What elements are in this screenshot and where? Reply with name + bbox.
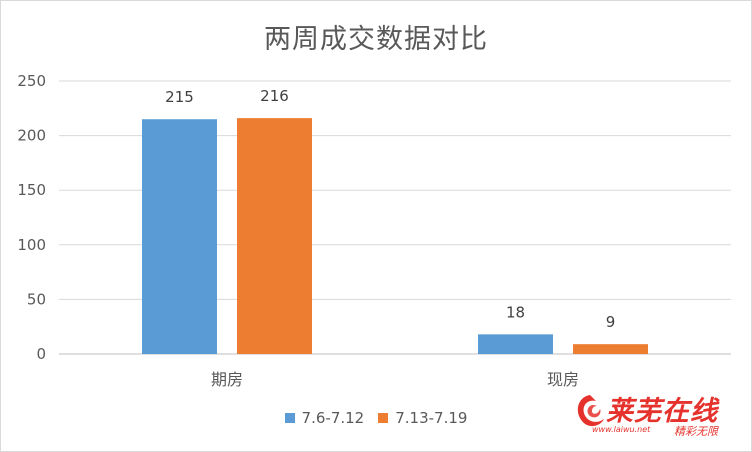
legend-item: 7.6-7.12 [284,409,365,427]
y-tick-label: 50 [27,290,46,308]
bar [142,119,217,354]
y-tick-label: 100 [17,236,46,254]
y-tick-label: 200 [17,127,46,145]
watermark-slogan: 精彩无限 [674,425,718,438]
data-label: 216 [260,87,289,105]
legend: 7.6-7.12 7.13-7.19 [1,409,751,427]
legend-label: 7.6-7.12 [301,409,365,427]
bar [237,118,312,355]
y-tick-label: 250 [17,72,46,90]
watermark-logo: 莱芜在线 www.laiwu.net 精彩无限 [570,387,745,447]
data-label: 18 [506,303,525,321]
legend-item: 7.13-7.19 [378,409,467,427]
bar [478,334,553,354]
legend-swatch [284,413,295,423]
x-tick-label: 现房 [547,370,579,389]
x-tick-label: 期房 [211,370,243,389]
swirl-logo-icon [577,395,604,427]
chart-title: 两周成交数据对比 [264,24,488,55]
data-label: 9 [606,313,616,331]
watermark-url: www.laiwu.net [592,425,651,434]
legend-label: 7.13-7.19 [395,409,468,427]
legend-swatch [378,413,389,423]
bar [573,344,648,354]
data-label: 215 [165,88,194,106]
y-tick-label: 0 [36,345,46,363]
watermark-brand: 莱芜在线 [606,396,718,427]
y-tick-label: 150 [17,181,46,199]
